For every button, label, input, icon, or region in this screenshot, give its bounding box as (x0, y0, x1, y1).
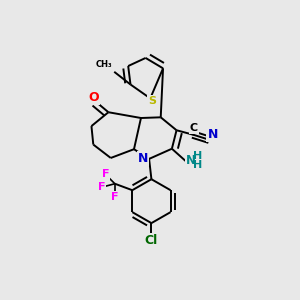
Text: N: N (186, 154, 196, 166)
Text: F: F (111, 192, 118, 202)
Text: Cl: Cl (145, 234, 158, 247)
Text: N: N (138, 152, 148, 165)
Text: H: H (193, 151, 202, 161)
Text: CH₃: CH₃ (95, 61, 112, 70)
Text: F: F (102, 169, 109, 179)
Text: H: H (193, 160, 202, 170)
Text: N: N (207, 128, 218, 141)
Text: F: F (98, 182, 106, 192)
Text: C: C (190, 123, 198, 134)
Text: O: O (88, 91, 99, 104)
Text: S: S (148, 96, 156, 106)
